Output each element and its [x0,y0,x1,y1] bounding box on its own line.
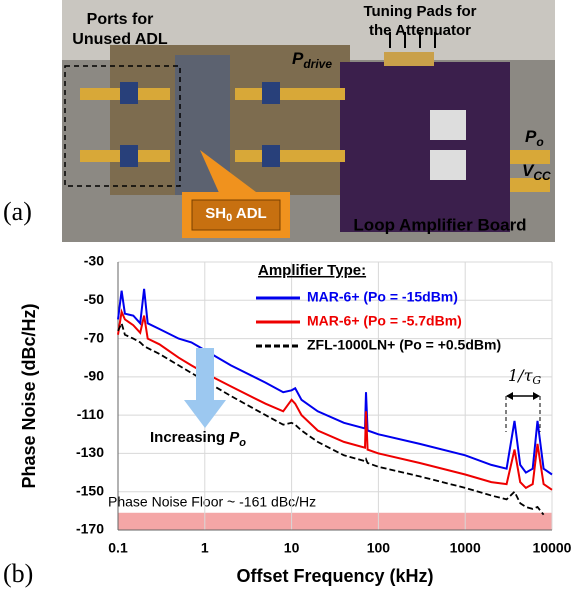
x-tick-label: 1 [201,540,209,556]
legend-title: Amplifier Type: [258,262,366,279]
annotation-text: Increasing [150,429,229,446]
x-tick-label: 1000 [450,540,481,556]
adl-rest: ADL [232,205,266,222]
tuning-label: Tuning Pads for [363,3,476,20]
adl-text: SH [205,205,226,222]
symbol: P [292,49,304,68]
y-tick-label: -50 [84,291,104,307]
y-tick-label: -110 [77,406,104,422]
annotation-text: 1/τ [508,366,534,385]
legend-label: MAR-6+ (Po = -5.7dBm) [307,313,462,329]
x-tick-label: 100 [367,540,391,556]
tuning-label: the Attenuator [369,22,471,39]
subscript: G [532,374,541,387]
panel-label: (b) [3,559,33,588]
y-tick-label: -90 [84,368,104,384]
noise-floor-label: Phase Noise Floor ~ -161 dBc/Hz [108,493,316,509]
legend-label: MAR-6+ (Po = -15dBm) [307,289,458,305]
y-tick-label: -170 [76,521,104,537]
arrow-head [506,392,513,400]
subscript: CC [533,169,551,183]
legend-label: ZFL-1000LN+ (Po = +0.5dBm) [307,337,501,353]
y-tick-label: -70 [84,329,104,345]
tau-label: 1/τG [508,366,541,388]
increasing-label: Increasing Po [150,429,246,449]
subscript: drive [303,57,332,71]
subscript: o [536,135,543,149]
figure: Ports for Unused ADL Tuning Pads for the… [0,0,579,589]
adl-label: SH0 ADL [205,205,266,224]
increasing-arrow [184,348,226,428]
x-axis-label: Offset Frequency (kHz) [236,566,433,586]
ports-label: Ports for [87,11,154,28]
x-tick-label: 0.1 [108,540,128,556]
panel-label: (a) [3,197,32,226]
arrow-head [533,392,540,400]
plot: Phase Noise Floor ~ -161 dBc/Hz -30 -50 -70… [76,253,572,556]
subscript: o [239,437,246,449]
ports-label: Unused ADL [72,31,168,48]
board-label: Loop Amplifier Board [353,215,526,234]
y-tick-label: -150 [76,482,104,498]
symbol: P [525,127,537,146]
noise-floor-band [118,513,552,530]
y-axis-label: Phase Noise (dBc/Hz) [19,303,39,488]
x-tick-label: 10000 [533,540,572,556]
y-tick-label: -130 [76,444,104,460]
y-tick-label: -30 [84,253,104,269]
page: Ports for Unused ADL Tuning Pads for the… [0,0,579,594]
x-tick-label: 10 [284,540,300,556]
